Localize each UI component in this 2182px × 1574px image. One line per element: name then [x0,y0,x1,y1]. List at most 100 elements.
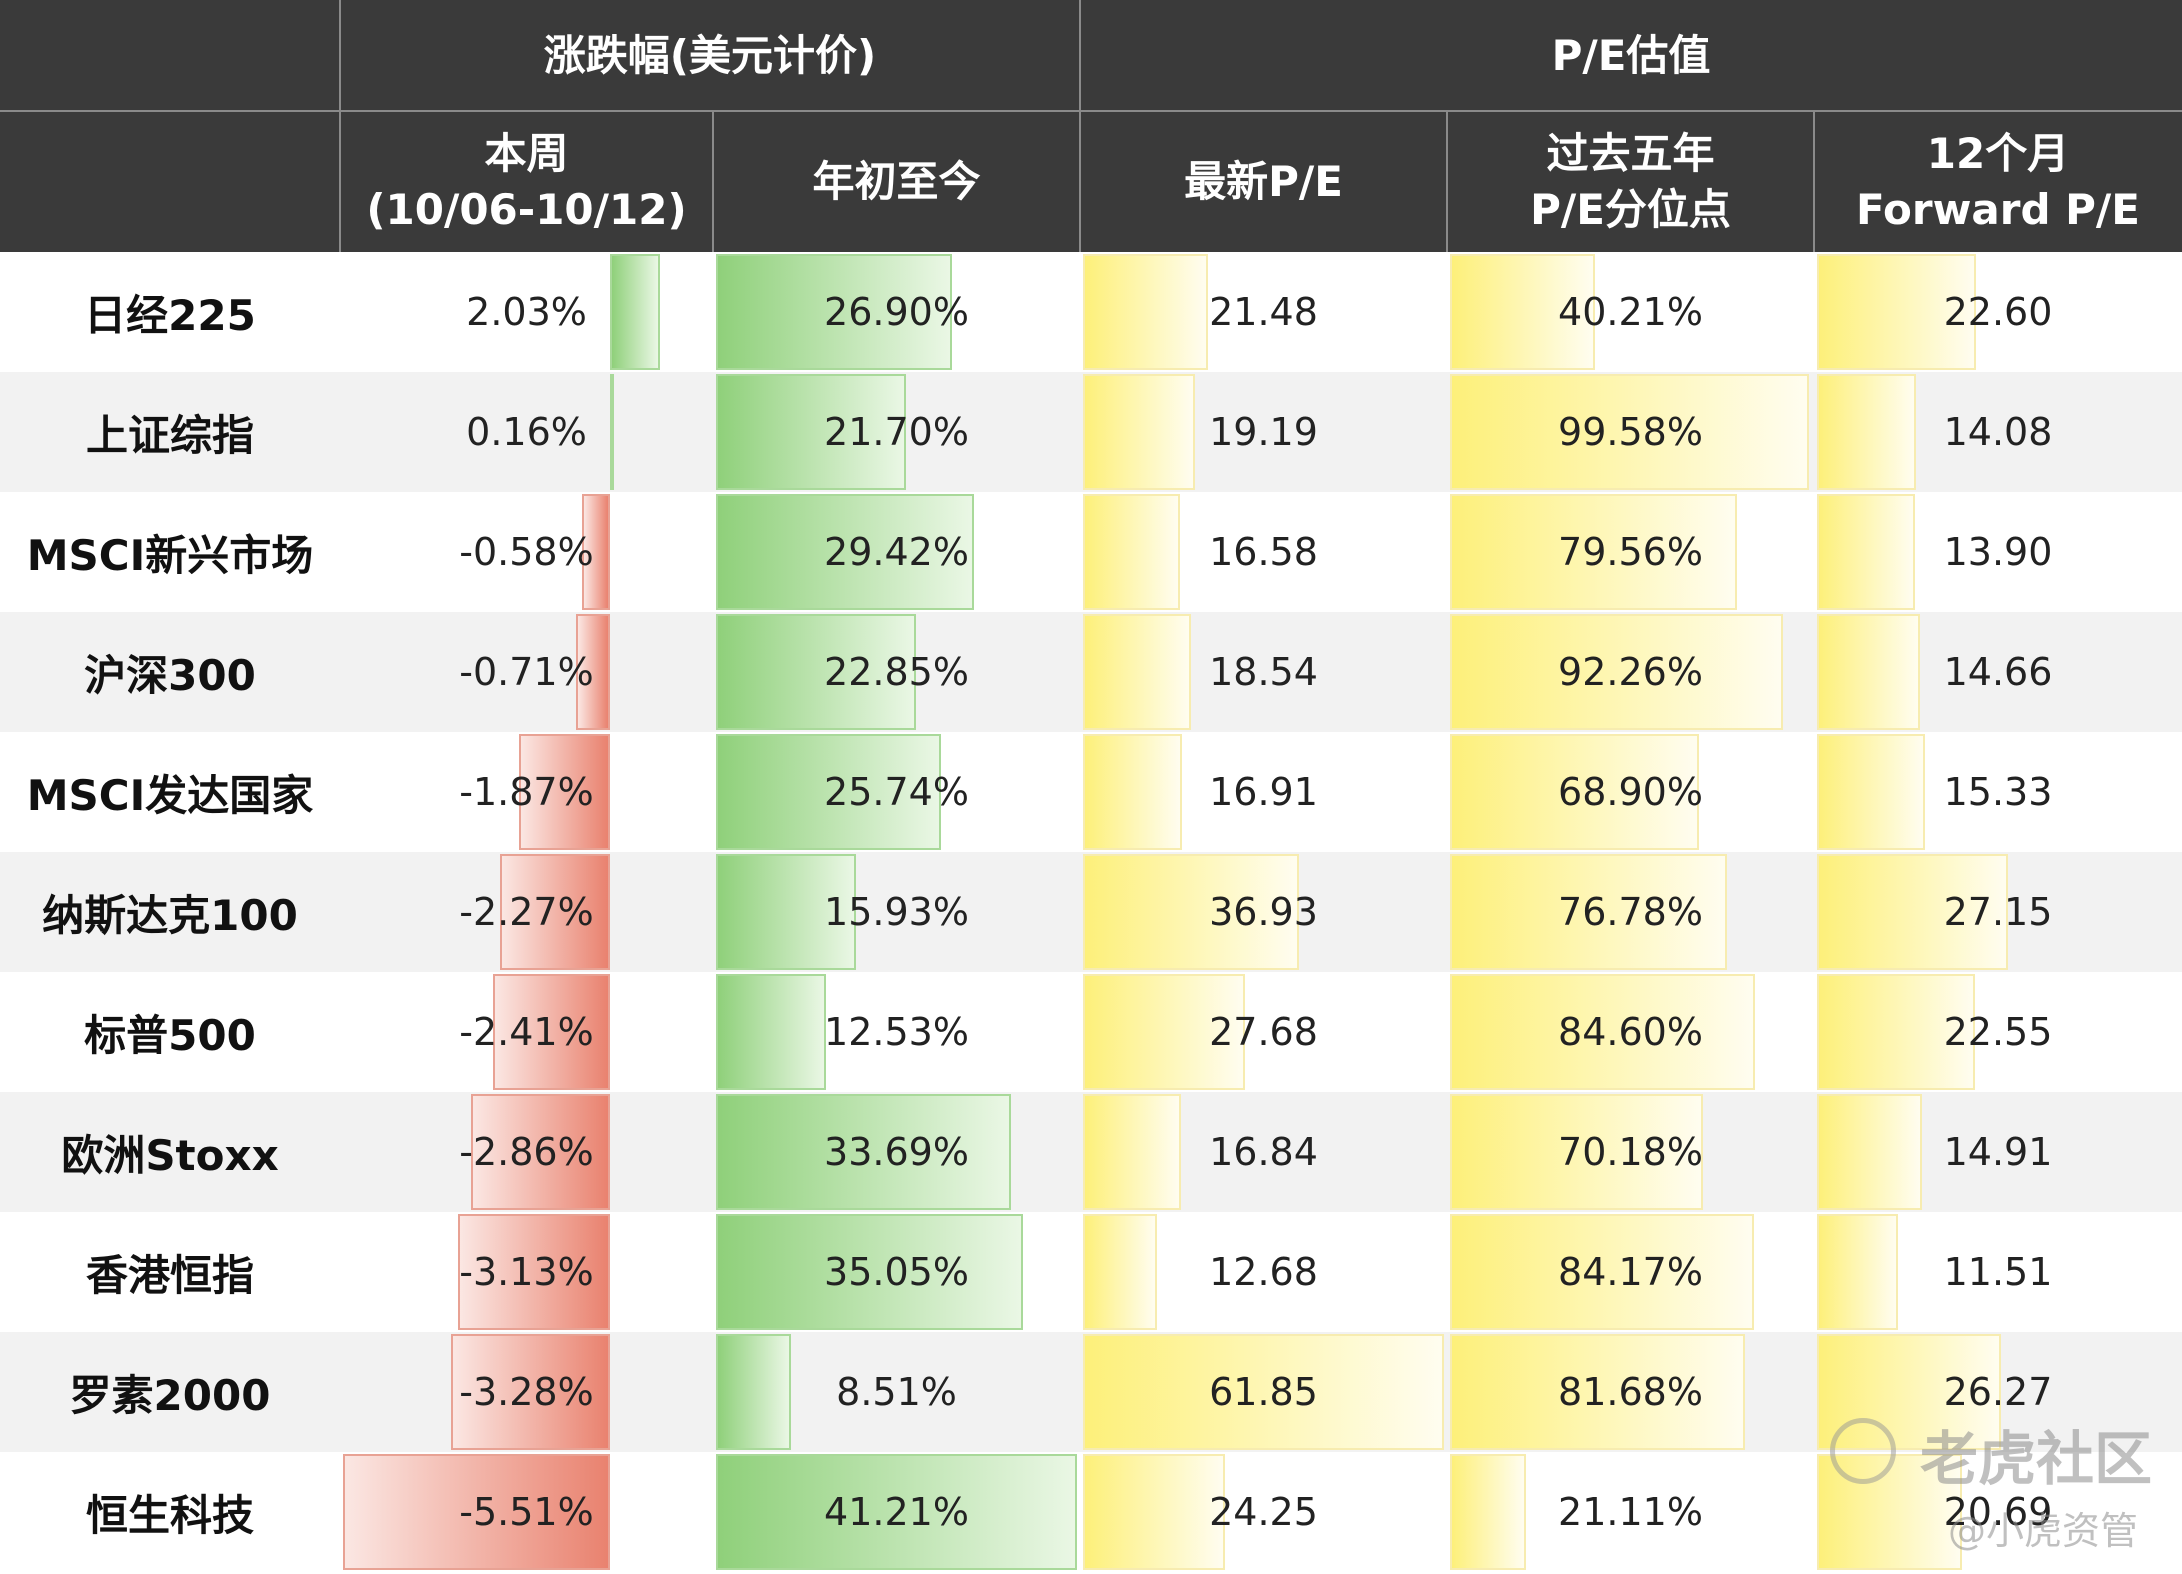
pe-value: 18.54 [1209,650,1318,694]
ytd-change-value: 41.21% [824,1490,969,1534]
pe-value: 16.84 [1209,1130,1318,1174]
row-label: 纳斯达克100 [42,890,298,940]
ytd-change-bar [716,1334,791,1450]
pe-percentile-bar [1450,734,1699,850]
pe-percentile-bar [1450,254,1596,370]
pe-bar [1083,1334,1444,1450]
week-change-value: -2.86% [459,1130,594,1174]
ytd-change-bar [716,1094,1012,1210]
ytd-change-value: 15.93% [824,890,969,934]
forward-pe-bar [1817,974,1976,1090]
pe-value: 61.85 [1209,1370,1318,1414]
row-label: 日经225 [84,290,256,340]
ytd-change-bar [716,254,952,370]
header-group-divider [0,110,2182,112]
pe-percentile-value: 40.21% [1558,290,1703,334]
ytd-change-bar [716,974,826,1090]
week-change-value: 0.16% [466,410,587,454]
pe-bar [1083,854,1299,970]
watermark-brand: 老虎社区 [1920,1425,2153,1493]
ytd-change-bar [716,614,917,730]
pe-bar [1083,494,1180,610]
pe-percentile-value: 21.11% [1558,1490,1703,1534]
week-change-bar [575,614,610,730]
ytd-change-value: 8.51% [836,1370,957,1414]
forward-pe-bar [1817,734,1925,850]
forward-pe-bar [1817,854,2008,970]
pe-percentile-bar [1450,1214,1754,1330]
column-header-0 [0,111,340,252]
week-change-value: -1.87% [459,770,594,814]
week-change-value: -0.71% [459,650,594,694]
row-label: 欧洲Stoxx [61,1130,279,1180]
week-change-bar [581,494,610,610]
ytd-change-bar [716,1214,1024,1330]
forward-pe-bar [1817,1454,1963,1570]
row-label: 上证综指 [85,410,254,460]
pe-bar [1083,734,1182,850]
row-label: 香港恒指 [85,1250,254,1300]
pe-value: 16.91 [1209,770,1318,814]
forward-pe-value: 15.33 [1943,770,2053,814]
pe-percentile-bar [1450,854,1728,970]
week-change-value: -3.13% [459,1250,594,1294]
pe-bar [1083,254,1209,370]
header-group-1: 涨跌幅(美元计价) [340,0,1080,111]
column-divider [1813,111,1815,252]
week-change-bar [493,974,610,1090]
ytd-change-value: 35.05% [824,1250,969,1294]
pe-percentile-value: 84.60% [1558,1010,1703,1054]
pe-percentile-bar [1450,974,1756,1090]
ytd-change-value: 26.90% [824,290,969,334]
week-change-value: -0.58% [459,530,594,574]
pe-percentile-bar [1450,1454,1527,1570]
column-divider [712,111,714,252]
pe-percentile-value: 70.18% [1558,1130,1703,1174]
week-change-value: -2.27% [459,890,594,934]
pe-bar [1083,1454,1225,1570]
forward-pe-value: 22.55 [1943,1010,2053,1054]
pe-value: 21.48 [1209,290,1318,334]
watermark-handle: @小虎资管 [1948,1509,2139,1553]
forward-pe-value: 13.90 [1943,530,2053,574]
forward-pe-value: 14.91 [1943,1130,2053,1174]
ytd-change-value: 22.85% [824,650,969,694]
pe-value: 12.68 [1209,1250,1318,1294]
row-label: MSCI新兴市场 [26,530,314,580]
ytd-change-bar [716,1454,1077,1570]
forward-pe-bar [1817,374,1916,490]
forward-pe-bar [1817,614,1920,730]
ytd-change-value: 33.69% [824,1130,969,1174]
pe-percentile-bar [1450,614,1784,730]
forward-pe-bar [1817,1094,1922,1210]
forward-pe-bar [1817,1334,2002,1450]
ytd-change-value: 21.70% [824,410,969,454]
week-change-bar [458,1214,610,1330]
pe-bar [1083,614,1192,730]
forward-pe-value: 14.66 [1943,650,2053,694]
pe-percentile-value: 92.26% [1558,650,1703,694]
forward-pe-value: 20.69 [1943,1490,2053,1534]
forward-pe-bar [1817,494,1915,610]
week-change-bar [519,734,610,850]
column-header-5: 12个月 Forward P/E [1814,111,2182,252]
week-change-bar [610,254,660,370]
week-change-bar [610,374,614,490]
pe-bar [1083,1094,1182,1210]
pe-percentile-value: 84.17% [1558,1250,1703,1294]
ytd-change-bar [716,854,856,970]
column-header-3: 最新P/E [1080,111,1447,252]
forward-pe-value: 11.51 [1943,1250,2053,1294]
pe-percentile-value: 99.58% [1558,410,1703,454]
pe-value: 24.25 [1209,1490,1318,1534]
pe-value: 19.19 [1209,410,1318,454]
forward-pe-value: 27.15 [1943,890,2053,934]
week-change-value: -5.51% [459,1490,594,1534]
ytd-change-value: 25.74% [824,770,969,814]
week-change-bar [500,854,610,970]
pe-value: 16.58 [1209,530,1318,574]
forward-pe-value: 22.60 [1943,290,2053,334]
header-group-0 [0,0,340,111]
pe-bar [1083,974,1245,1090]
pe-percentile-value: 68.90% [1558,770,1703,814]
